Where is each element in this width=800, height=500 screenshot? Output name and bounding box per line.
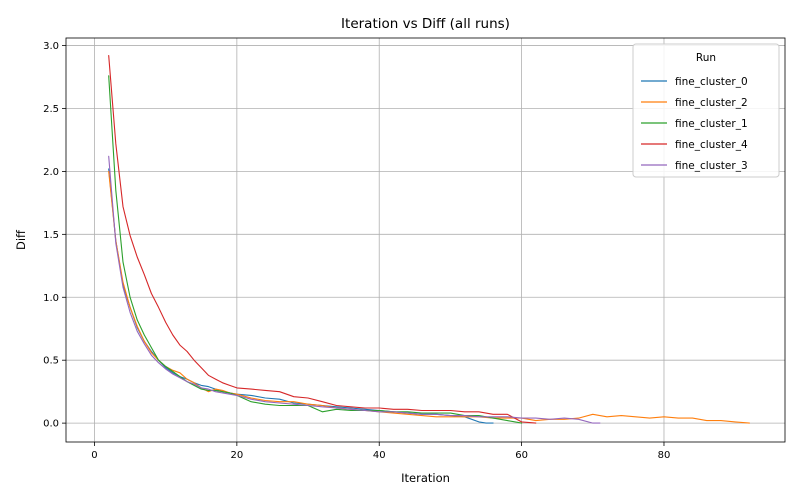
- y-tick-label: 0.5: [43, 356, 59, 367]
- legend-title: Run: [696, 52, 716, 64]
- plot-frame: [65, 37, 786, 443]
- series-line-fine_cluster_1: [108, 75, 523, 424]
- x-tick-label: 80: [658, 450, 671, 461]
- y-tick-label: 0.0: [43, 419, 59, 430]
- axes: 0 20 40 60 80 0.0 0.5 1.0 1.5 2.0 2.5 3.0: [43, 41, 670, 461]
- legend: Run fine_cluster_0 fine_cluster_2 fine_clu…: [632, 43, 780, 178]
- series-layer: [108, 55, 750, 424]
- x-tick-label: 0: [91, 450, 97, 461]
- x-axis-label: Iteration: [401, 471, 450, 485]
- y-tick-label: 2.5: [43, 104, 59, 115]
- y-tick-label: 2.0: [43, 167, 59, 178]
- legend-entry-label: fine_cluster_4: [675, 139, 748, 151]
- chart-title: Iteration vs Diff (all runs): [341, 16, 510, 32]
- legend-entry-label: fine_cluster_0: [675, 76, 748, 88]
- legend-box: [632, 43, 780, 178]
- series-line-fine_cluster_3: [108, 155, 601, 424]
- x-tick-label: 20: [230, 450, 243, 461]
- x-tick-label: 40: [373, 450, 386, 461]
- series-line-fine_cluster_4: [108, 55, 537, 424]
- y-tick-label: 1.0: [43, 293, 59, 304]
- y-tick-label: 1.5: [43, 230, 59, 241]
- y-axis-label: Diff: [14, 229, 28, 250]
- legend-entry-label: fine_cluster_3: [675, 160, 748, 172]
- y-tick-label: 3.0: [43, 41, 59, 52]
- legend-entry-label: fine_cluster_2: [675, 97, 748, 109]
- x-tick-label: 60: [515, 450, 528, 461]
- legend-entry-label: fine_cluster_1: [675, 118, 748, 130]
